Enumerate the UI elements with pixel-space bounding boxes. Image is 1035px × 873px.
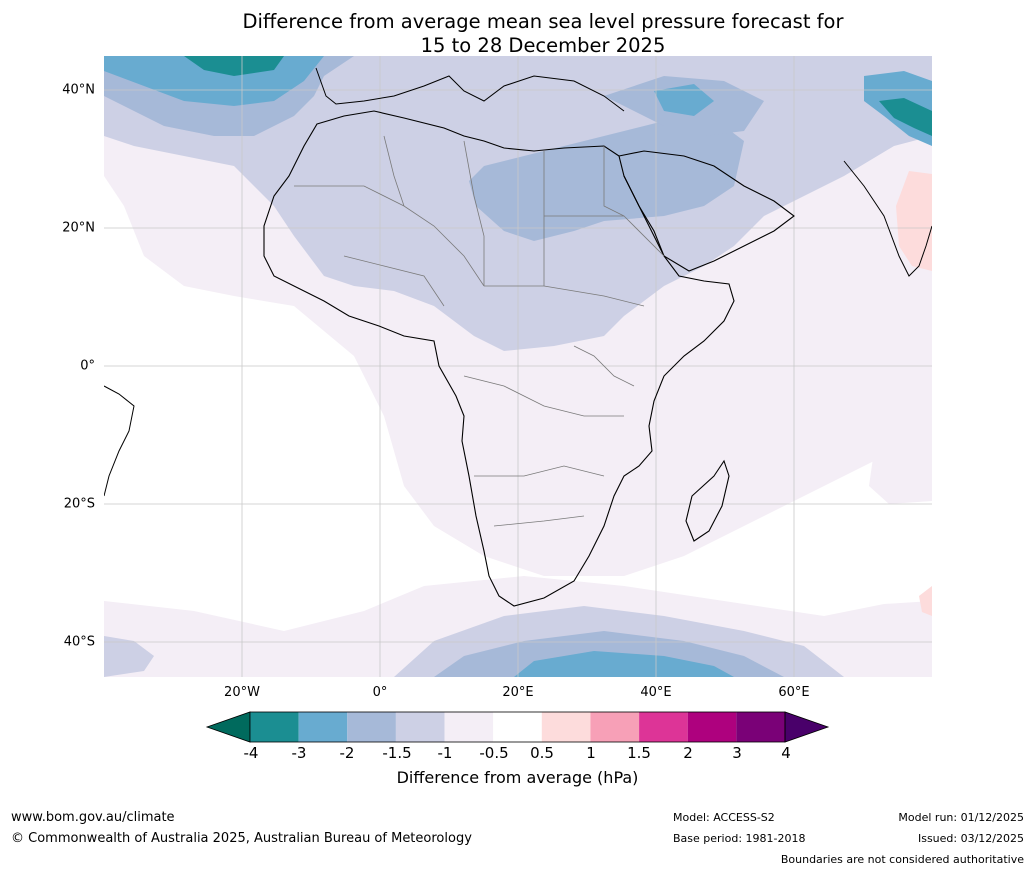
- colorbar-cell: [250, 712, 299, 742]
- anomaly-region-strong-negative-sahara: [469, 111, 744, 241]
- graticule: [104, 56, 932, 677]
- colorbar-cell: [639, 712, 688, 742]
- colorbar-tick-label: -2: [339, 744, 355, 762]
- footer-copyright: © Commonwealth of Australia 2025, Austra…: [11, 831, 472, 846]
- lon-label-20e: 20°E: [502, 685, 534, 700]
- lat-label-40n: 40°N: [62, 82, 95, 98]
- footer-base-period: Base period: 1981-2018: [673, 832, 806, 845]
- anomaly-region-weak-positive-india: [896, 171, 932, 271]
- pressure-anomaly-map: [104, 56, 932, 677]
- colorbar-tick-label: 1.5: [627, 744, 651, 762]
- anomaly-region-moderate-negative-sw: [104, 636, 154, 677]
- africa-coastline: [263, 110, 735, 607]
- colorbar-tick-label: -4: [243, 744, 259, 762]
- colorbar-tick-label: 1: [586, 744, 596, 762]
- lat-label-20n: 20°N: [62, 220, 95, 236]
- anomaly-region-weak-negative-east: [869, 416, 932, 504]
- colorbar-cell: [493, 712, 542, 742]
- lat-label-20s: 20°S: [63, 496, 95, 512]
- colorbar-label: Difference from average (hPa): [396, 768, 639, 787]
- footer-model-run: Model run: 01/12/2025: [898, 811, 1024, 824]
- colorbar-tick-label: 4: [781, 744, 791, 762]
- lon-label-0: 0°: [372, 685, 388, 700]
- arabia-coastline: [618, 150, 795, 272]
- colorbar-cell: [347, 712, 396, 742]
- colorbar-tick-label: -1: [437, 744, 453, 762]
- colorbar-cell: [298, 712, 348, 742]
- colorbar-tick-label: 3: [732, 744, 742, 762]
- lon-label-60e: 60°E: [778, 685, 810, 700]
- europe-coastline: [315, 67, 625, 112]
- footer-model: Model: ACCESS-S2: [673, 811, 775, 824]
- colorbar-frame: [249, 711, 786, 743]
- anomaly-region-very-strong-negative-mideast: [654, 84, 714, 116]
- colorbar-cell: [590, 712, 640, 742]
- footer-disclaimer: Boundaries are not considered authoritat…: [780, 853, 1024, 866]
- anomaly-region-very-strong-negative-south: [514, 651, 734, 677]
- colorbar-cell: [541, 712, 591, 742]
- lon-label-40e: 40°E: [640, 685, 672, 700]
- madagascar-coastline: [685, 459, 730, 542]
- colorbar-extend-high: [784, 711, 830, 743]
- anomaly-region-extreme-negative-asia: [879, 98, 932, 136]
- colorbar-tick-label: -0.5: [479, 744, 509, 762]
- colorbar-extend-low: [205, 711, 251, 743]
- colorbar-tick-label: 0.5: [530, 744, 554, 762]
- anomaly-region-extreme-negative: [184, 56, 284, 76]
- title-line-2: 15 to 28 December 2025: [420, 34, 666, 57]
- colorbar-tick-label: -3: [291, 744, 307, 762]
- lon-label-20w: 20°W: [224, 685, 260, 700]
- colorbar-tick-label: -1.5: [382, 744, 412, 762]
- colorbar-cell: [736, 712, 785, 742]
- map-canvas: [104, 56, 932, 677]
- title-line-1: Difference from average mean sea level p…: [242, 10, 844, 33]
- footer-issued: Issued: 03/12/2025: [917, 832, 1024, 845]
- lat-label-equator: 0°: [80, 358, 95, 374]
- lat-label-40s: 40°S: [63, 634, 95, 650]
- footer-website: www.bom.gov.au/climate: [11, 810, 175, 825]
- colorbar: [205, 711, 830, 743]
- colorbar-cells: [205, 711, 830, 743]
- country-borders: [294, 135, 665, 527]
- map-title: Difference from average mean sea level p…: [0, 10, 1035, 58]
- anomaly-region-weak-positive-se: [919, 586, 932, 616]
- colorbar-cell: [395, 712, 445, 742]
- colorbar-cell: [444, 712, 494, 742]
- colorbar-tick-label: 2: [683, 744, 693, 762]
- south-america-coastline: [104, 385, 135, 497]
- india-coastline: [843, 160, 932, 277]
- colorbar-cell: [687, 712, 737, 742]
